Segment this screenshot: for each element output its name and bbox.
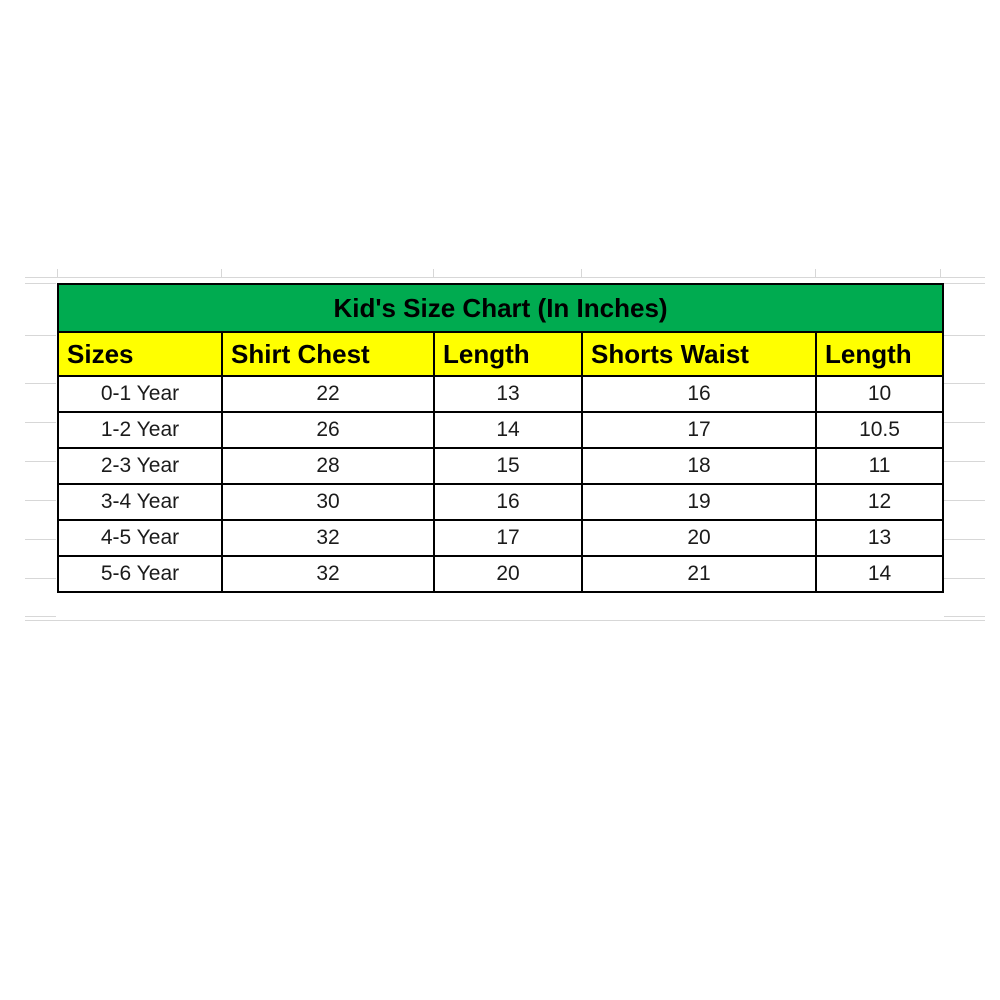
cell-size: 2-3 Year <box>57 447 223 485</box>
cell-shorts-waist: 16 <box>581 375 817 413</box>
cell-size: 0-1 Year <box>57 375 223 413</box>
sheet-gridline <box>944 500 985 501</box>
sheet-gridline <box>944 616 985 617</box>
cell-size: 3-4 Year <box>57 483 223 521</box>
sheet-gridline <box>25 620 985 621</box>
sheet-gridline <box>581 269 582 277</box>
sheet-gridline <box>25 539 56 540</box>
table-row: 0-1 Year 22 13 16 10 <box>57 375 945 413</box>
column-header-shirt-chest: Shirt Chest <box>221 331 435 377</box>
cell-shirt-length: 20 <box>433 555 583 593</box>
cell-shorts-length: 13 <box>814 519 945 557</box>
column-header-shorts-waist: Shorts Waist <box>581 331 817 377</box>
cell-shirt-chest: 32 <box>221 555 435 593</box>
cell-shirt-chest: 26 <box>221 411 435 449</box>
column-header-shorts-length: Length <box>814 331 945 377</box>
sheet-gridline <box>25 383 56 384</box>
table-row: 2-3 Year 28 15 18 11 <box>57 447 945 485</box>
sheet-gridline <box>944 461 985 462</box>
sheet-gridline <box>944 283 985 284</box>
sheet-gridline <box>25 277 985 278</box>
cell-shirt-length: 16 <box>433 483 583 521</box>
cell-shirt-length: 13 <box>433 375 583 413</box>
sheet-gridline <box>944 383 985 384</box>
cell-shirt-chest: 32 <box>221 519 435 557</box>
cell-shorts-length: 11 <box>814 447 945 485</box>
sheet-gridline <box>221 269 222 277</box>
table-title-row: Kid's Size Chart (In Inches) <box>56 283 945 333</box>
cell-shorts-waist: 19 <box>581 483 817 521</box>
cell-shirt-chest: 28 <box>221 447 435 485</box>
cell-size: 1-2 Year <box>57 411 223 449</box>
sheet-gridline <box>815 269 816 277</box>
table-row: 5-6 Year 32 20 21 14 <box>57 555 945 593</box>
table-row: 3-4 Year 30 16 19 12 <box>57 483 945 521</box>
sheet-gridline <box>944 539 985 540</box>
sheet-gridline <box>57 269 58 277</box>
cell-size: 4-5 Year <box>57 519 223 557</box>
cell-shirt-length: 17 <box>433 519 583 557</box>
cell-shorts-waist: 18 <box>581 447 817 485</box>
cell-shorts-waist: 21 <box>581 555 817 593</box>
column-header-shirt-length: Length <box>433 331 583 377</box>
cell-shorts-length: 12 <box>814 483 945 521</box>
table-header-row: Sizes Shirt Chest Length Shorts Waist Le… <box>57 331 945 377</box>
sheet-gridline <box>944 578 985 579</box>
table-row: 1-2 Year 26 14 17 10.5 <box>57 411 945 449</box>
cell-shirt-chest: 22 <box>221 375 435 413</box>
cell-size: 5-6 Year <box>57 555 223 593</box>
sheet-gridline <box>944 335 985 336</box>
sheet-gridline <box>25 500 56 501</box>
table-row: 4-5 Year 32 17 20 13 <box>57 519 945 557</box>
sheet-gridline <box>940 269 941 277</box>
column-header-sizes: Sizes <box>57 331 223 377</box>
cell-shorts-waist: 20 <box>581 519 817 557</box>
cell-shirt-length: 15 <box>433 447 583 485</box>
sheet-gridline <box>25 283 56 284</box>
size-chart-table: Kid's Size Chart (In Inches) Sizes Shirt… <box>56 283 945 593</box>
sheet-gridline <box>25 578 56 579</box>
sheet-gridline <box>944 422 985 423</box>
sheet-gridline <box>25 616 56 617</box>
sheet-gridline <box>25 422 56 423</box>
cell-shorts-length: 14 <box>814 555 945 593</box>
cell-shorts-length: 10.5 <box>814 411 945 449</box>
cell-shirt-chest: 30 <box>221 483 435 521</box>
sheet-gridline <box>25 461 56 462</box>
sheet-gridline <box>25 335 56 336</box>
cell-shirt-length: 14 <box>433 411 583 449</box>
table-title: Kid's Size Chart (In Inches) <box>56 283 945 333</box>
cell-shorts-length: 10 <box>814 375 945 413</box>
sheet-gridline <box>433 269 434 277</box>
cell-shorts-waist: 17 <box>581 411 817 449</box>
